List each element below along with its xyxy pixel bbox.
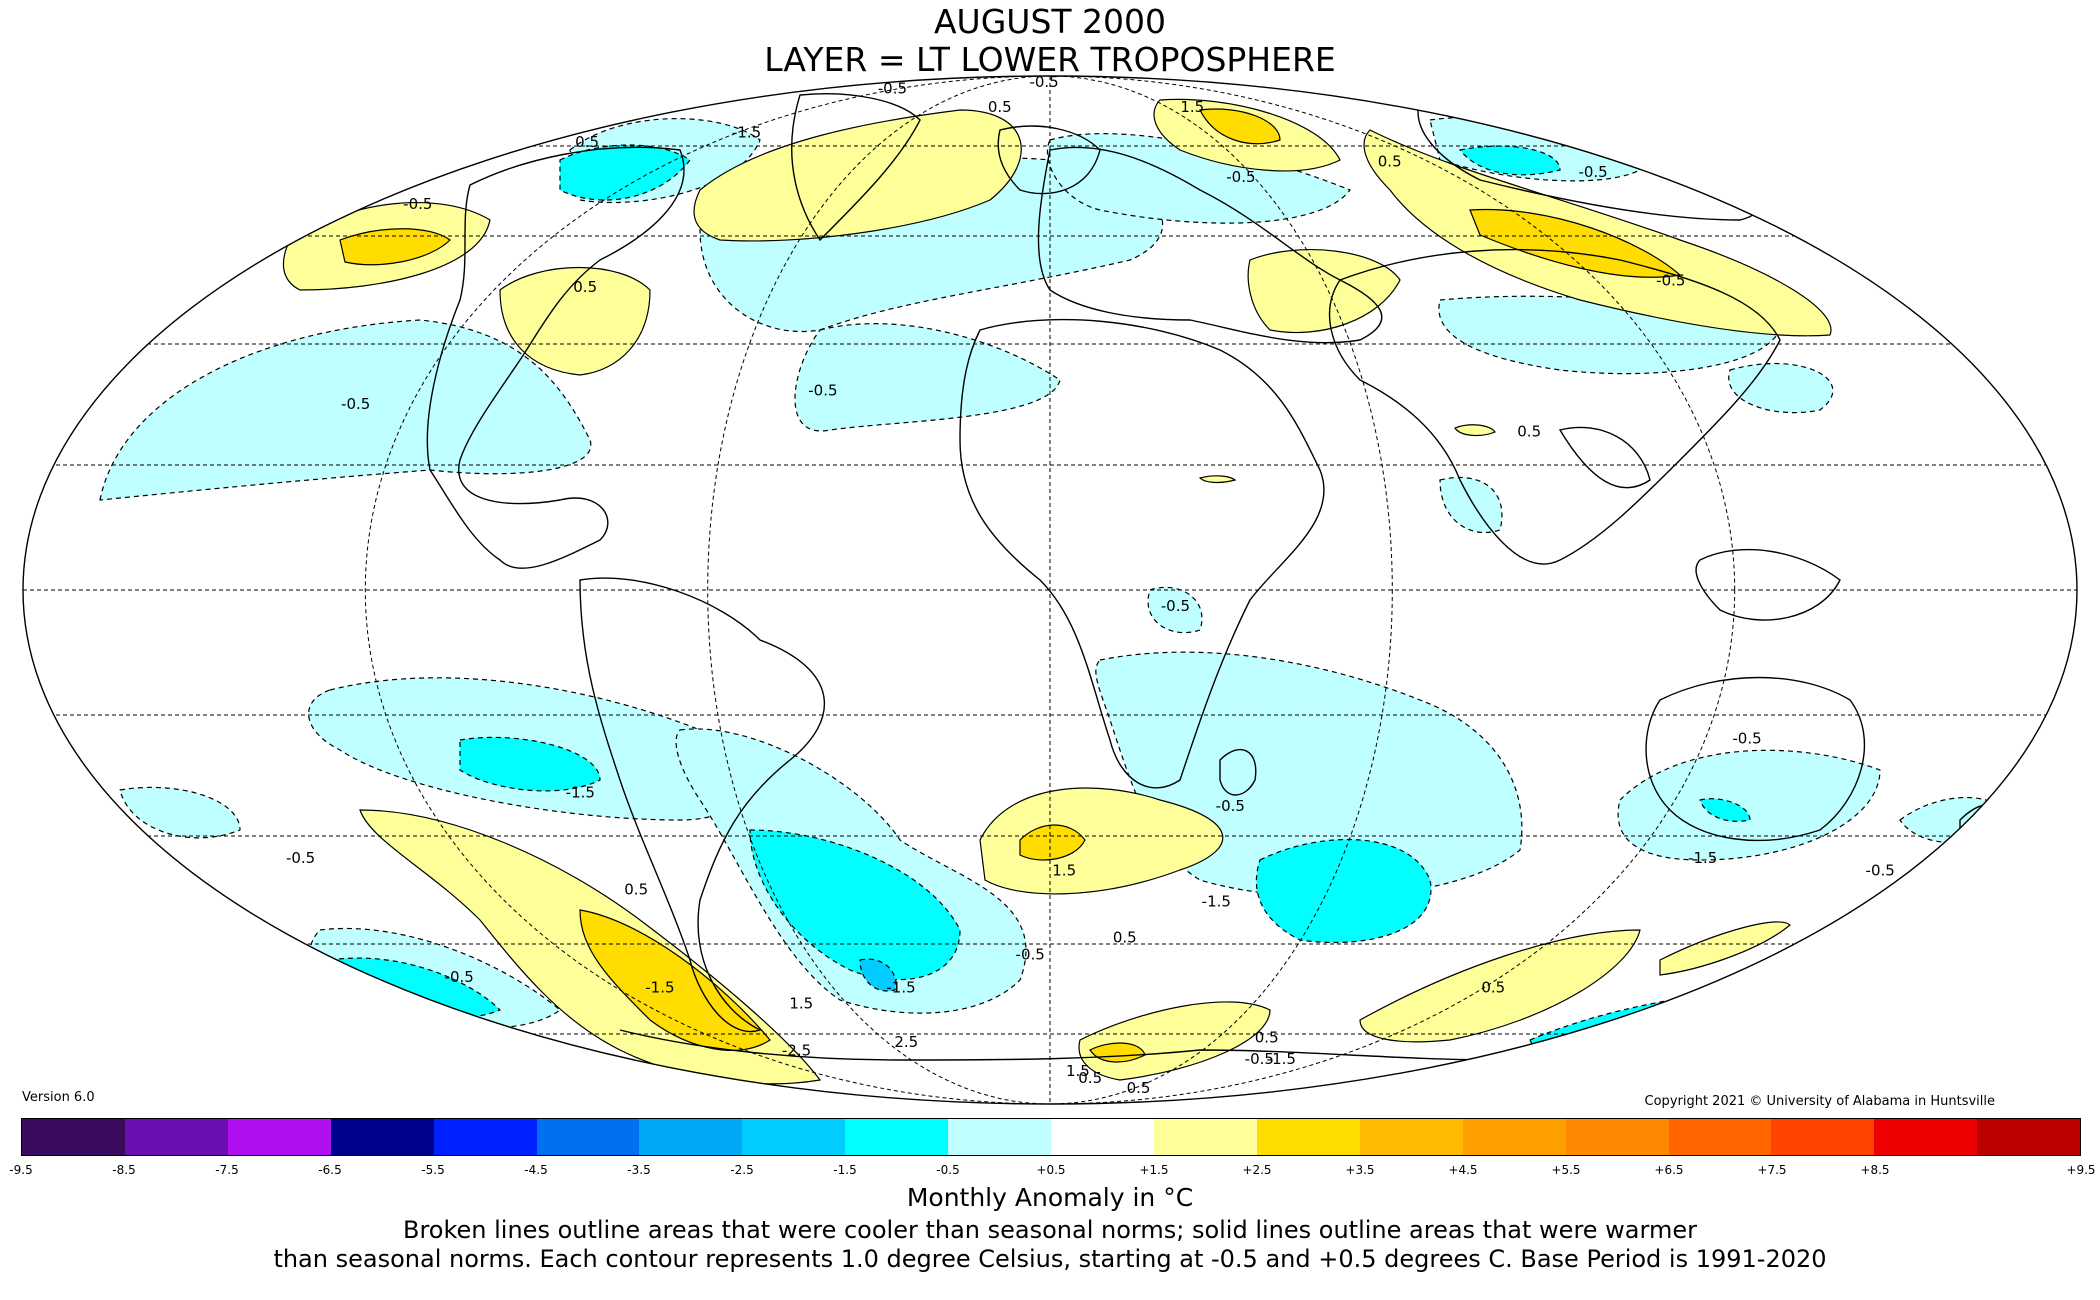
color-scale-tick-label: -0.5 <box>936 1163 960 1177</box>
version-label: Version 6.0 <box>22 1090 95 1105</box>
caption-line-1: Broken lines outline areas that were coo… <box>403 1216 1697 1244</box>
contour-label: 0.5 <box>988 98 1012 116</box>
color-scale-tick-label: -4.5 <box>524 1163 548 1177</box>
color-scale-tick-label: +4.5 <box>1448 1163 1478 1177</box>
color-scale-tick-label: -6.5 <box>318 1163 342 1177</box>
color-swatch <box>22 1119 125 1155</box>
color-scale-tick-label: -3.5 <box>627 1163 651 1177</box>
color-swatch <box>1565 1119 1669 1155</box>
color-swatch <box>742 1119 846 1155</box>
color-scale-tick-label: +2.5 <box>1242 1163 1272 1177</box>
contour-label: 0.5 <box>1127 1079 1151 1097</box>
contour-label: -1.5 <box>1267 1050 1296 1068</box>
contour-label: 0.5 <box>1113 928 1137 946</box>
globe-outline <box>22 75 2078 1105</box>
caption-line-2: than seasonal norms. Each contour repres… <box>273 1245 1827 1273</box>
map-title: AUGUST 2000 <box>933 2 1167 41</box>
color-swatch <box>948 1119 1052 1155</box>
contour-label: -1.5 <box>886 979 915 997</box>
contour-label: -0.5 <box>286 849 315 867</box>
color-swatch <box>536 1119 640 1155</box>
contour-label: -0.5 <box>1029 73 1058 91</box>
contour-label: 0.5 <box>1517 423 1541 441</box>
contour-label: 2.5 <box>894 1033 918 1051</box>
contour-label: -0.5 <box>1016 946 1045 964</box>
color-swatch <box>1462 1119 1566 1155</box>
color-swatch <box>1051 1119 1154 1155</box>
color-swatch <box>1771 1119 1875 1155</box>
contour-label: 1.5 <box>1180 98 1204 116</box>
color-swatch <box>330 1119 434 1155</box>
contour-label: 0.5 <box>1481 979 1505 997</box>
contour-label: -0.5 <box>341 395 370 413</box>
contour-label: 0.5 <box>1378 153 1402 171</box>
contour-label: -0.5 <box>1226 168 1255 186</box>
contour-label: -0.5 <box>1216 797 1245 815</box>
contour-label: -0.5 <box>1866 862 1895 880</box>
color-scale-tick-label: +1.5 <box>1139 1163 1169 1177</box>
color-scale-tick-label: -9.5 <box>9 1163 33 1177</box>
contour-label: 0.5 <box>575 133 599 151</box>
color-scale-tick-label: -5.5 <box>421 1163 445 1177</box>
copyright-notice: Copyright 2021 © University of Alabama i… <box>1644 1094 1995 1109</box>
contour-label: -0.5 <box>403 195 432 213</box>
contour-label: -0.5 <box>878 79 907 97</box>
anomaly-map: -0.5 -0.5 0.5 -1.5 0.5 -0.5 0.5 -0.5 -0.5 1.5 -0.5… <box>22 73 2078 1105</box>
color-swatch <box>433 1119 537 1155</box>
contour-label: -1.5 <box>1202 893 1231 911</box>
color-scale-tick-label: -7.5 <box>215 1163 239 1177</box>
color-swatch <box>1153 1119 1257 1155</box>
units-label: Monthly Anomaly in °C <box>906 1183 1194 1212</box>
color-swatch <box>1874 1119 1978 1155</box>
contour-label: -0.5 <box>808 382 837 400</box>
contour-label: -0.5 <box>1245 1050 1274 1068</box>
contour-labels: -0.5 -0.5 0.5 -1.5 0.5 -0.5 0.5 -0.5 -0.5 1.5 -0.5… <box>286 73 1895 1097</box>
color-scale-tick-label: -1.5 <box>833 1163 857 1177</box>
contour-label: -2.5 <box>782 1042 811 1060</box>
color-scale-ticks: -9.5 -8.5 -7.5 -6.5 -5.5 -4.5 -3.5 -2.5 -1.5 -0.5… <box>0 1163 2100 1181</box>
color-swatch <box>845 1119 949 1155</box>
contour-label: -0.5 <box>445 968 474 986</box>
contour-label: -0.5 <box>1161 597 1190 615</box>
color-scale-bar <box>21 1118 2081 1156</box>
contour-label: -0.5 <box>1656 272 1685 290</box>
color-scale-tick-label: +8.5 <box>1860 1163 1890 1177</box>
color-swatch <box>1668 1119 1772 1155</box>
contour-label: -1.5 <box>566 784 595 802</box>
contour-label: 0.5 <box>1078 1069 1102 1087</box>
contour-label: -0.5 <box>1732 730 1761 748</box>
contour-label: 0.5 <box>624 880 648 898</box>
contour-label: -1.5 <box>732 124 761 142</box>
color-scale-tick-label: +3.5 <box>1345 1163 1375 1177</box>
contour-label: -0.5 <box>1578 163 1607 181</box>
color-scale-tick-label: +6.5 <box>1654 1163 1684 1177</box>
contour-label: -1.5 <box>645 979 674 997</box>
color-scale-tick-label: -8.5 <box>112 1163 136 1177</box>
contour-label: 1.5 <box>789 994 813 1012</box>
contour-label: 0.5 <box>573 278 597 296</box>
color-scale-tick-label: +0.5 <box>1036 1163 1066 1177</box>
continent-outlines <box>426 93 2006 1061</box>
color-scale-tick-label: +7.5 <box>1757 1163 1787 1177</box>
color-swatch <box>1359 1119 1463 1155</box>
contour-label: 0.5 <box>1255 1028 1279 1046</box>
color-scale-tick-label: +5.5 <box>1551 1163 1581 1177</box>
color-swatch <box>124 1119 228 1155</box>
map-subtitle: LAYER = LT LOWER TROPOSPHERE <box>764 40 1336 79</box>
contour-label: 1.5 <box>1052 862 1076 880</box>
color-swatch <box>639 1119 743 1155</box>
anomaly-regions <box>99 98 2011 1085</box>
contour-label: -1.5 <box>1688 849 1717 867</box>
color-scale-tick-label: +9.5 <box>2066 1163 2096 1177</box>
color-swatch <box>1256 1119 1360 1155</box>
color-scale-tick-label: -2.5 <box>730 1163 754 1177</box>
color-swatch <box>227 1119 331 1155</box>
color-swatch <box>1977 1119 2081 1155</box>
contour-label: 1.5 <box>1066 1062 1090 1080</box>
